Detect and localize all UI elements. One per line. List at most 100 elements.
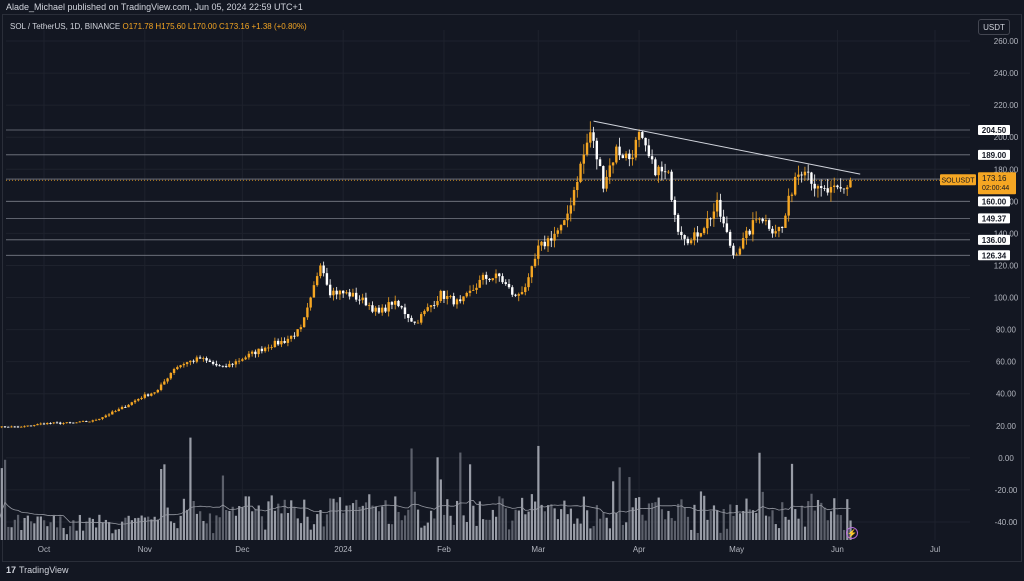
volume-bar bbox=[511, 520, 514, 540]
volume-bar bbox=[595, 505, 599, 540]
candle-body bbox=[185, 362, 189, 365]
candle-body bbox=[85, 421, 88, 423]
candle-body bbox=[511, 287, 514, 295]
volume-bar bbox=[147, 516, 150, 540]
candle-body bbox=[556, 230, 559, 234]
y-tick-label: 100.00 bbox=[994, 294, 1019, 303]
y-tick-label: 120.00 bbox=[994, 261, 1019, 270]
volume-bar bbox=[306, 516, 309, 540]
volume-bar bbox=[543, 511, 546, 540]
x-tick-label: Jul bbox=[930, 545, 940, 554]
volume-bar bbox=[374, 506, 377, 540]
volume-bar bbox=[65, 534, 68, 540]
candle-body bbox=[527, 277, 530, 288]
volume-bar bbox=[228, 510, 231, 540]
candle-body bbox=[107, 414, 111, 416]
volume-bar bbox=[465, 521, 468, 540]
volume-bar bbox=[202, 520, 205, 540]
candle-body bbox=[725, 223, 729, 232]
candle-body bbox=[644, 137, 647, 146]
volume-bar bbox=[0, 468, 3, 540]
volume-bars bbox=[0, 437, 852, 540]
candle-body bbox=[748, 230, 751, 235]
volume-bar bbox=[540, 504, 543, 540]
volume-bar bbox=[491, 509, 494, 540]
candle-body bbox=[680, 231, 683, 236]
volume-bar bbox=[420, 527, 423, 540]
volume-bar bbox=[130, 520, 133, 540]
candle-body bbox=[78, 421, 81, 423]
candle-body bbox=[348, 292, 351, 297]
candle-body bbox=[462, 296, 465, 302]
candle-body bbox=[3, 426, 7, 428]
candle-body bbox=[459, 299, 462, 302]
horizontal-levels bbox=[6, 129, 970, 256]
volume-bar bbox=[826, 520, 829, 540]
volume-bar bbox=[280, 513, 283, 540]
candle-body bbox=[65, 422, 68, 424]
candle-body bbox=[673, 199, 677, 215]
volume-bar bbox=[199, 511, 202, 540]
candle-body bbox=[273, 340, 277, 348]
volume-bar bbox=[387, 523, 390, 540]
candle-body bbox=[615, 146, 618, 163]
volume-bar bbox=[205, 523, 208, 540]
candle-body bbox=[660, 166, 664, 172]
currency-selector[interactable]: USDT bbox=[978, 19, 1010, 35]
volume-bar bbox=[384, 500, 387, 540]
level-label: 204.50 bbox=[982, 126, 1007, 135]
lightning-icon[interactable]: ⚡ bbox=[846, 527, 858, 539]
volume-bar bbox=[186, 509, 189, 540]
candle-body bbox=[537, 245, 540, 259]
candle-body bbox=[706, 218, 709, 229]
candle-body bbox=[745, 230, 748, 239]
volume-bar bbox=[563, 500, 566, 540]
candles bbox=[0, 121, 852, 429]
candle-body bbox=[237, 360, 241, 362]
volume-bar bbox=[777, 528, 781, 540]
volume-bar bbox=[498, 496, 501, 540]
candle-body bbox=[582, 154, 586, 164]
candle-body bbox=[68, 422, 72, 424]
level-label-bg bbox=[978, 250, 1010, 261]
candle-body bbox=[699, 233, 703, 237]
volume-bar bbox=[654, 502, 657, 540]
candle-body bbox=[576, 181, 579, 191]
volume-ma-line bbox=[0, 499, 851, 525]
candle-body bbox=[221, 365, 225, 367]
candle-body bbox=[472, 289, 475, 291]
candle-body bbox=[59, 422, 62, 424]
volume-bar bbox=[407, 509, 410, 540]
candle-body bbox=[309, 297, 312, 308]
candle-body bbox=[130, 402, 133, 405]
candle-body bbox=[94, 419, 98, 421]
time-axis: Oct Nov Dec 2024 Feb Mar Apr May Jun Jul bbox=[38, 545, 941, 554]
candle-body bbox=[403, 307, 407, 315]
candle-body bbox=[179, 365, 182, 368]
candle-body bbox=[75, 422, 78, 424]
volume-bar bbox=[680, 499, 683, 540]
candle-body bbox=[452, 296, 455, 305]
volume-bar bbox=[693, 504, 696, 540]
volume-bar bbox=[39, 516, 42, 540]
volume-bar bbox=[429, 510, 433, 540]
volume-bar bbox=[660, 509, 664, 540]
candle-body bbox=[449, 296, 452, 297]
volume-bar bbox=[790, 463, 794, 540]
candle-body bbox=[407, 314, 410, 318]
symbol-info: SOL / TetherUS, 1D, BINANCE O171.78 H175… bbox=[10, 22, 307, 31]
tradingview-logo[interactable]: 17 TradingView bbox=[6, 565, 69, 575]
volume-bar bbox=[716, 510, 719, 540]
candle-body bbox=[761, 218, 764, 222]
x-tick-label: Jun bbox=[831, 545, 844, 554]
volume-bar bbox=[709, 510, 712, 540]
candle-body bbox=[488, 278, 491, 281]
volume-bar bbox=[488, 519, 491, 540]
candle-body bbox=[16, 426, 20, 428]
volume-bar bbox=[820, 502, 823, 540]
candle-body bbox=[654, 159, 657, 176]
volume-bar bbox=[381, 506, 384, 540]
candle-body bbox=[286, 338, 290, 343]
volume-bar bbox=[758, 452, 761, 540]
